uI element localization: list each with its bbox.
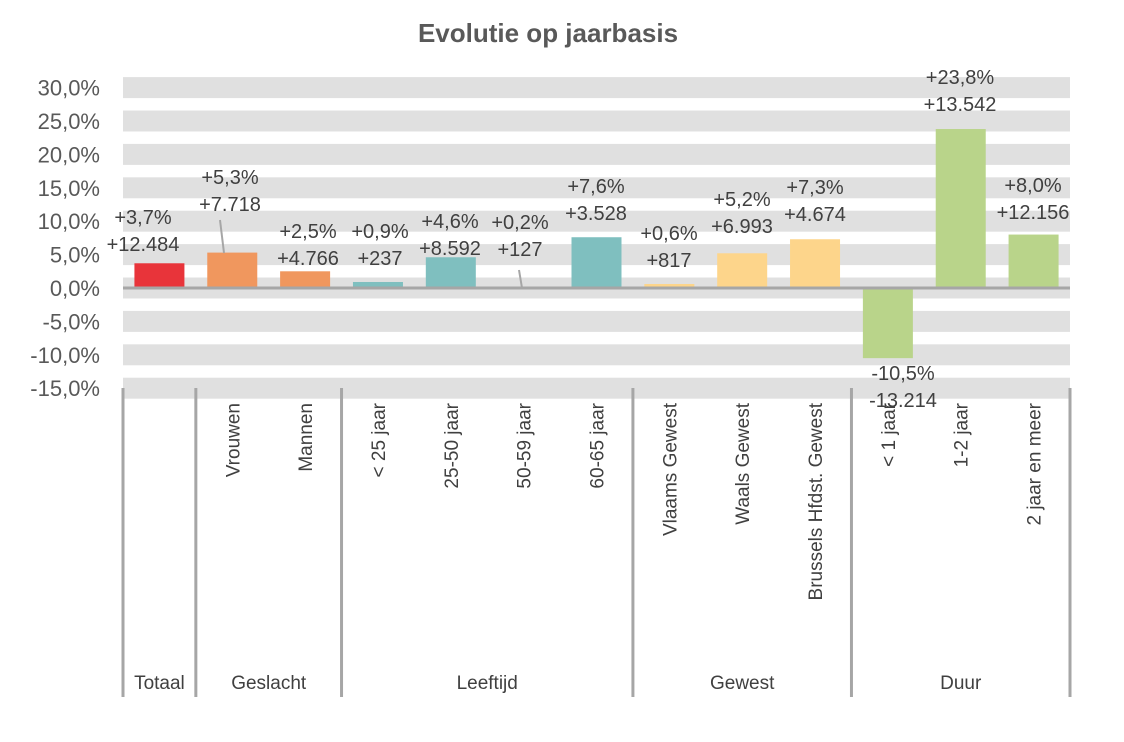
y-tick-label: 30,0% xyxy=(38,76,100,101)
data-label-abs: +6.993 xyxy=(711,216,773,238)
category-label: Vlaams Gewest xyxy=(660,402,681,536)
data-label-pct: +5,3% xyxy=(201,167,258,189)
data-label-pct: +7,6% xyxy=(567,176,624,198)
y-tick-label: -10,0% xyxy=(30,343,100,368)
grid-band xyxy=(123,177,1070,199)
data-label-pct: +5,2% xyxy=(713,189,770,211)
grid-band xyxy=(123,110,1070,132)
category-label: Waals Gewest xyxy=(733,402,754,524)
y-tick-label: 15,0% xyxy=(38,176,100,201)
category-label: Mannen xyxy=(296,403,317,472)
data-label-abs: +237 xyxy=(357,248,402,270)
y-tick-label: -5,0% xyxy=(43,309,100,334)
category-label: 2 jaar en meer xyxy=(1025,402,1046,525)
group-label: Geslacht xyxy=(231,673,307,694)
data-label-pct: +0,2% xyxy=(491,212,548,234)
data-label-abs: +3.528 xyxy=(565,203,627,225)
bar xyxy=(134,263,185,288)
data-label-pct: -10,5% xyxy=(871,363,935,385)
data-label-pct: +3,7% xyxy=(114,207,171,229)
data-label-pct: +0,9% xyxy=(351,221,408,243)
y-tick-label: 0,0% xyxy=(50,276,100,301)
bar xyxy=(571,237,622,288)
data-label-abs: +12.484 xyxy=(107,234,180,256)
data-label-abs: +127 xyxy=(497,239,542,261)
data-label-abs: +4.674 xyxy=(784,204,846,226)
grid-band xyxy=(123,310,1070,332)
data-label-pct: +23,8% xyxy=(926,67,995,89)
y-tick-label: 25,0% xyxy=(38,109,100,134)
data-label-abs: -13.214 xyxy=(869,390,937,412)
bar xyxy=(935,129,986,288)
y-tick-label: 10,0% xyxy=(38,209,100,234)
grid-band xyxy=(123,210,1070,232)
y-tick-label: 20,0% xyxy=(38,142,100,167)
bar xyxy=(425,257,476,288)
data-label-pct: +0,6% xyxy=(640,223,697,245)
data-label-abs: +817 xyxy=(646,250,691,272)
group-label: Totaal xyxy=(134,673,185,694)
grid-band xyxy=(123,377,1070,399)
chart-title: Evolutie op jaarbasis xyxy=(418,18,678,48)
category-label: 25-50 jaar xyxy=(442,402,463,488)
category-label: 50-59 jaar xyxy=(515,402,536,488)
data-label-abs: +7.718 xyxy=(199,194,261,216)
group-label: Gewest xyxy=(710,673,775,694)
category-label: 1-2 jaar xyxy=(952,402,973,467)
bar xyxy=(207,252,258,288)
grid-band xyxy=(123,344,1070,366)
data-label-abs: +13.542 xyxy=(924,94,997,116)
data-label-abs: +12.156 xyxy=(997,202,1070,224)
bar xyxy=(790,239,841,288)
grid-band xyxy=(123,143,1070,165)
data-label-pct: +2,5% xyxy=(279,221,336,243)
bar xyxy=(717,253,768,288)
bar xyxy=(862,288,913,359)
group-label: Duur xyxy=(940,673,982,694)
bar xyxy=(280,271,331,288)
category-label: < 25 jaar xyxy=(369,402,390,477)
category-label: Vrouwen xyxy=(223,403,244,477)
data-label-pct: +7,3% xyxy=(786,177,843,199)
category-label: < 1 jaar xyxy=(879,402,900,467)
bar xyxy=(1008,234,1059,288)
leader-line xyxy=(219,219,225,254)
y-tick-label: 5,0% xyxy=(50,243,100,268)
leader-line xyxy=(518,269,523,289)
data-label-pct: +4,6% xyxy=(421,211,478,233)
y-tick-label: -15,0% xyxy=(30,376,100,401)
category-label: 60-65 jaar xyxy=(588,402,609,488)
group-label: Leeftijd xyxy=(457,673,518,694)
data-label-pct: +8,0% xyxy=(1004,175,1061,197)
bar xyxy=(352,281,403,288)
bar xyxy=(644,283,695,288)
grid-band xyxy=(123,77,1070,99)
category-label: Brussels Hfdst. Gewest xyxy=(806,402,827,600)
data-label-abs: +4.766 xyxy=(277,248,339,270)
data-label-abs: +8.592 xyxy=(419,238,481,260)
